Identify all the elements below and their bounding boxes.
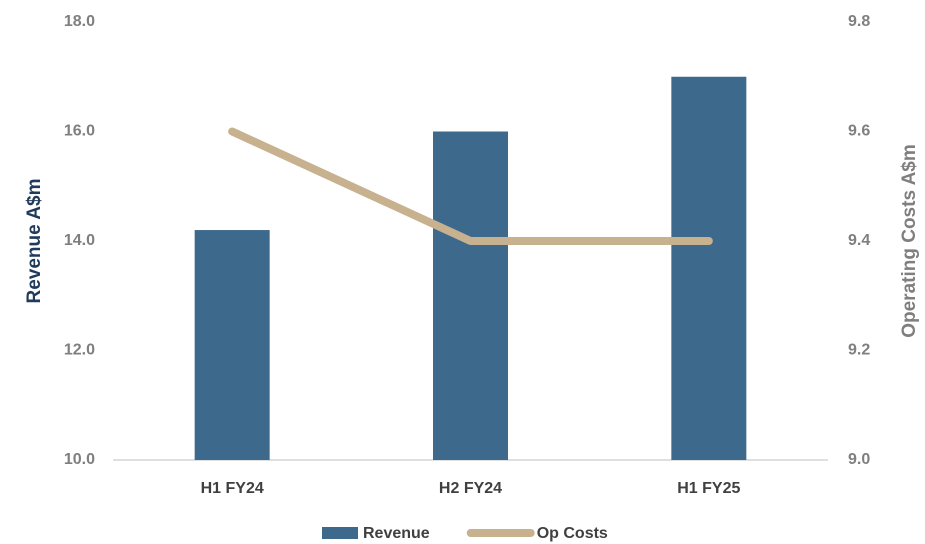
y2-tick-label: 9.0 [848, 451, 870, 468]
legend-label: Revenue [363, 525, 430, 542]
y2-tick-label: 9.8 [848, 13, 870, 30]
x-tick-label: H1 FY24 [201, 480, 264, 497]
y-tick-label: 18.0 [64, 13, 95, 30]
y-axis-title: Revenue A$m [24, 179, 45, 304]
y2-tick-label: 9.4 [848, 232, 870, 249]
x-tick-label: H2 FY24 [439, 480, 502, 497]
y-tick-label: 14.0 [64, 232, 95, 249]
y-tick-label: 12.0 [64, 342, 95, 359]
legend-swatch [322, 527, 358, 539]
bar [194, 230, 270, 460]
y2-axis-title: Operating Costs A$m [899, 144, 920, 338]
bar [671, 76, 747, 460]
bar [433, 131, 508, 460]
y2-tick-label: 9.6 [848, 123, 870, 140]
legend-label: Op Costs [537, 525, 608, 542]
y-tick-label: 10.0 [64, 451, 95, 468]
line [228, 127, 713, 245]
y2-tick-label: 9.2 [848, 342, 870, 359]
y-tick-label: 16.0 [64, 123, 95, 140]
x-tick-label: H1 FY25 [677, 480, 740, 497]
